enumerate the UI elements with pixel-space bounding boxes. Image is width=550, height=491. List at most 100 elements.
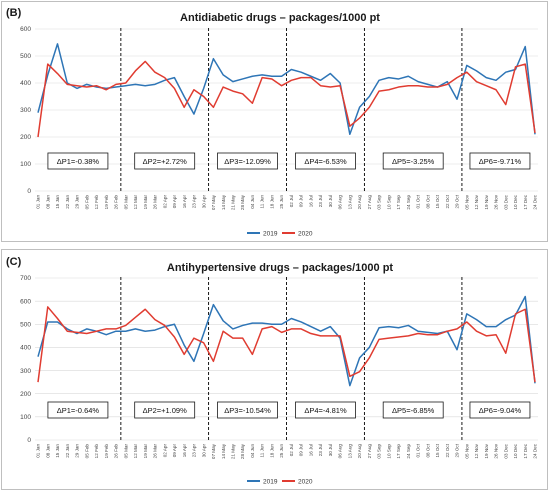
x-tick-label: 10 Sep [386, 444, 391, 459]
x-tick-label: 24 Dec [533, 194, 538, 209]
period-label-box [47, 152, 109, 170]
x-tick-label: 16 Apr [182, 195, 187, 209]
legend-label-2019: 2019 [263, 231, 278, 238]
x-tick-label: 06 Aug [338, 444, 343, 459]
panel-label: (B) [6, 7, 22, 19]
x-tick-label: 09 Apr [172, 195, 177, 209]
x-tick-label: 05 Nov [464, 443, 469, 458]
legend: 2019 2020 [247, 231, 313, 238]
x-tick-label: 03 Sep [377, 444, 382, 459]
x-tick-label: 17 Dec [523, 443, 528, 458]
chart-title: Antidiabetic drugs – packages/1000 pt [180, 12, 380, 24]
x-tick-label: 07 May [211, 443, 216, 459]
x-tick-label: 01 Oct [416, 443, 421, 457]
x-tick-label: 09 Jul [299, 444, 304, 456]
x-tick-label: 09 Jul [299, 195, 304, 207]
x-tick-label: 28 May [240, 443, 245, 459]
period-label-box [217, 401, 278, 419]
x-tick-label: 05 Mar [123, 195, 128, 210]
y-tick-label: 400 [20, 345, 31, 352]
x-tick-label: 16 Jul [308, 195, 313, 207]
x-tick-label: 03 Dec [503, 443, 508, 458]
period-label-box [134, 401, 196, 419]
x-tick-label: 28 May [240, 194, 245, 210]
x-tick-label: 01 Jan [36, 195, 41, 209]
x-tick-label: 19 Feb [104, 195, 109, 210]
x-tick-label: 20 Aug [357, 444, 362, 459]
x-tick-label: 18 Jun [269, 444, 274, 458]
x-tick-label: 23 Apr [192, 444, 197, 458]
x-tick-label: 23 Jul [318, 195, 323, 207]
legend-label-2020: 2020 [298, 231, 313, 238]
period-label: ΔP6=-9.04% [479, 406, 522, 415]
series-line-2020 [37, 306, 536, 383]
series-line-2019 [37, 43, 536, 136]
legend: 2019 2020 [247, 479, 313, 486]
x-tick-label: 06 Aug [338, 195, 343, 210]
x-tick-label: 03 Sep [377, 195, 382, 210]
x-tick-label: 30 Jul [328, 195, 333, 207]
x-tick-label: 10 Dec [513, 194, 518, 209]
x-tick-label: 19 Mar [143, 195, 148, 210]
x-tick-label: 12 Feb [94, 444, 99, 459]
x-tick-label: 14 May [221, 194, 226, 210]
period-label: ΔP6=-9.71% [479, 157, 522, 166]
x-tick-label: 25 Jun [279, 195, 284, 209]
period-label: ΔP1=-0.64% [57, 406, 100, 415]
x-tick-label: 12 Feb [94, 195, 99, 210]
period-label-box [295, 152, 356, 170]
panel-frame [1, 249, 548, 490]
x-tick-label: 26 Nov [494, 443, 499, 458]
x-tick-label: 12 Nov [474, 443, 479, 458]
y-tick-label: 200 [20, 134, 31, 141]
x-tick-label: 08 Oct [425, 443, 430, 457]
x-tick-label: 19 Nov [484, 194, 489, 209]
panel-frame [1, 1, 548, 242]
x-tick-label: 19 Feb [104, 444, 109, 459]
x-tick-label: 26 Feb [114, 444, 119, 459]
x-tick-label: 27 Aug [367, 195, 372, 210]
y-tick-label: 600 [20, 26, 31, 33]
plot-area: 0 100 200 300 400 500 600 01 Jan 08 Jan 15 Jan 22 … [20, 26, 538, 210]
x-tick-label: 17 Dec [523, 194, 528, 209]
x-tick-label: 26 Feb [114, 195, 119, 210]
x-tick-label: 30 Jul [328, 444, 333, 456]
period-label: ΔP1=-0.38% [57, 157, 100, 166]
x-tick-label: 16 Jul [308, 444, 313, 456]
period-label-box [469, 401, 531, 419]
y-tick-label: 400 [20, 80, 31, 87]
x-tick-label: 29 Jan [75, 195, 80, 209]
x-tick-label: 15 Jan [55, 195, 60, 209]
x-tick-label: 22 Jan [65, 195, 70, 209]
x-tick-label: 21 May [231, 194, 236, 210]
x-tick-label: 03 Dec [503, 194, 508, 209]
x-tick-label: 02 Apr [162, 195, 167, 209]
x-tick-label: 29 Oct [455, 443, 460, 457]
x-tick-label: 26 Mar [153, 444, 158, 459]
x-tick-label: 17 Sep [396, 444, 401, 459]
legend-label-2020: 2020 [298, 479, 313, 486]
x-tick-label: 12 Mar [133, 195, 138, 210]
x-tick-label: 26 Nov [494, 194, 499, 209]
y-tick-label: 600 [20, 298, 31, 305]
x-tick-label: 08 Jan [45, 444, 50, 458]
period-label: ΔP5=-6.85% [392, 406, 435, 415]
y-tick-label: 0 [27, 188, 31, 195]
x-tick-label: 05 Feb [84, 195, 89, 210]
x-tick-label: 15 Jan [55, 444, 60, 458]
x-tick-label: 21 May [231, 443, 236, 459]
x-tick-label: 24 Sep [406, 195, 411, 210]
period-label: ΔP3=-10.54% [224, 406, 271, 415]
x-tick-label: 02 Jul [289, 195, 294, 207]
legend-label-2019: 2019 [263, 479, 278, 486]
chart-title: Antihypertensive drugs – packages/1000 p… [167, 262, 394, 274]
x-tick-label: 13 Aug [347, 195, 352, 210]
x-tick-label: 02 Jul [289, 444, 294, 456]
x-tick-label: 04 Jun [250, 195, 255, 209]
x-tick-label: 22 Oct [445, 194, 450, 208]
period-label: ΔP4=-6.53% [304, 157, 347, 166]
x-tick-label: 16 Apr [182, 444, 187, 458]
period-label: ΔP2=+1.09% [143, 406, 188, 415]
x-tick-label: 19 Nov [484, 443, 489, 458]
period-label-box [469, 152, 531, 170]
